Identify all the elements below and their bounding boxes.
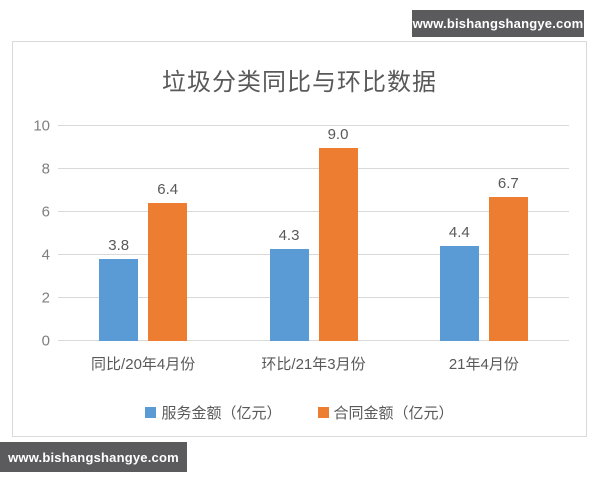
watermark-top: www.bishangshangye.com (412, 10, 584, 37)
y-axis-tick-label: 8 (41, 160, 50, 178)
bar-value-label: 9.0 (327, 125, 349, 143)
chart-frame: 垃圾分类同比与环比数据 0 2 4 6 8 10 3.8 6.4 同比/20年4月份 4.3 9.0… (12, 41, 587, 437)
bar-group: 4.3 9.0 (269, 126, 358, 341)
chart-title: 垃圾分类同比与环比数据 (162, 69, 437, 96)
x-axis-category-label: 环比/21年3月份 (261, 356, 366, 373)
legend-swatch-icon (145, 407, 157, 418)
bar-value-label: 6.4 (157, 181, 179, 199)
legend-item: 服务金额（亿元） (145, 402, 282, 423)
bar: 6.4 (148, 181, 188, 341)
bar-group: 3.8 6.4 (99, 126, 188, 341)
gridline (58, 211, 569, 212)
plot-area: 0 2 4 6 8 10 3.8 6.4 同比/20年4月份 4.3 9.0 环比/21年3月份 4.4… (33, 119, 569, 373)
gridline (58, 340, 569, 341)
gridline (58, 297, 569, 298)
bar-value-label: 3.8 (108, 237, 130, 255)
bar-value-label: 4.4 (448, 224, 470, 242)
watermark-bottom: www.bishangshangye.com (0, 442, 187, 472)
legend-item: 合同金额（亿元） (317, 402, 454, 423)
gridline (58, 254, 569, 255)
x-axis-category-label: 同比/20年4月份 (91, 356, 196, 373)
legend-swatch-icon (317, 407, 329, 418)
bar-value-label: 4.3 (278, 226, 300, 244)
gridline (58, 125, 569, 126)
bar: 9.0 (318, 126, 358, 341)
y-axis-tick-label: 4 (41, 246, 50, 264)
y-axis-tick-label: 6 (41, 203, 50, 221)
y-axis-tick-label: 2 (41, 289, 50, 307)
bar: 4.3 (269, 227, 309, 341)
bar: 4.4 (439, 224, 479, 341)
x-axis-category-label: 21年4月份 (448, 356, 519, 373)
gridline (58, 168, 569, 169)
y-axis-tick-label: 10 (33, 117, 50, 135)
y-axis-tick-label: 0 (41, 332, 50, 350)
legend-label: 合同金额（亿元） (333, 405, 454, 422)
chart-legend: 服务金额（亿元） 合同金额（亿元） (13, 402, 586, 423)
bar: 3.8 (99, 237, 139, 341)
bar-value-label: 6.7 (497, 174, 519, 192)
legend-label: 服务金额（亿元） (161, 405, 282, 422)
bar: 6.7 (488, 175, 528, 341)
bar-group: 4.4 6.7 (439, 126, 528, 341)
